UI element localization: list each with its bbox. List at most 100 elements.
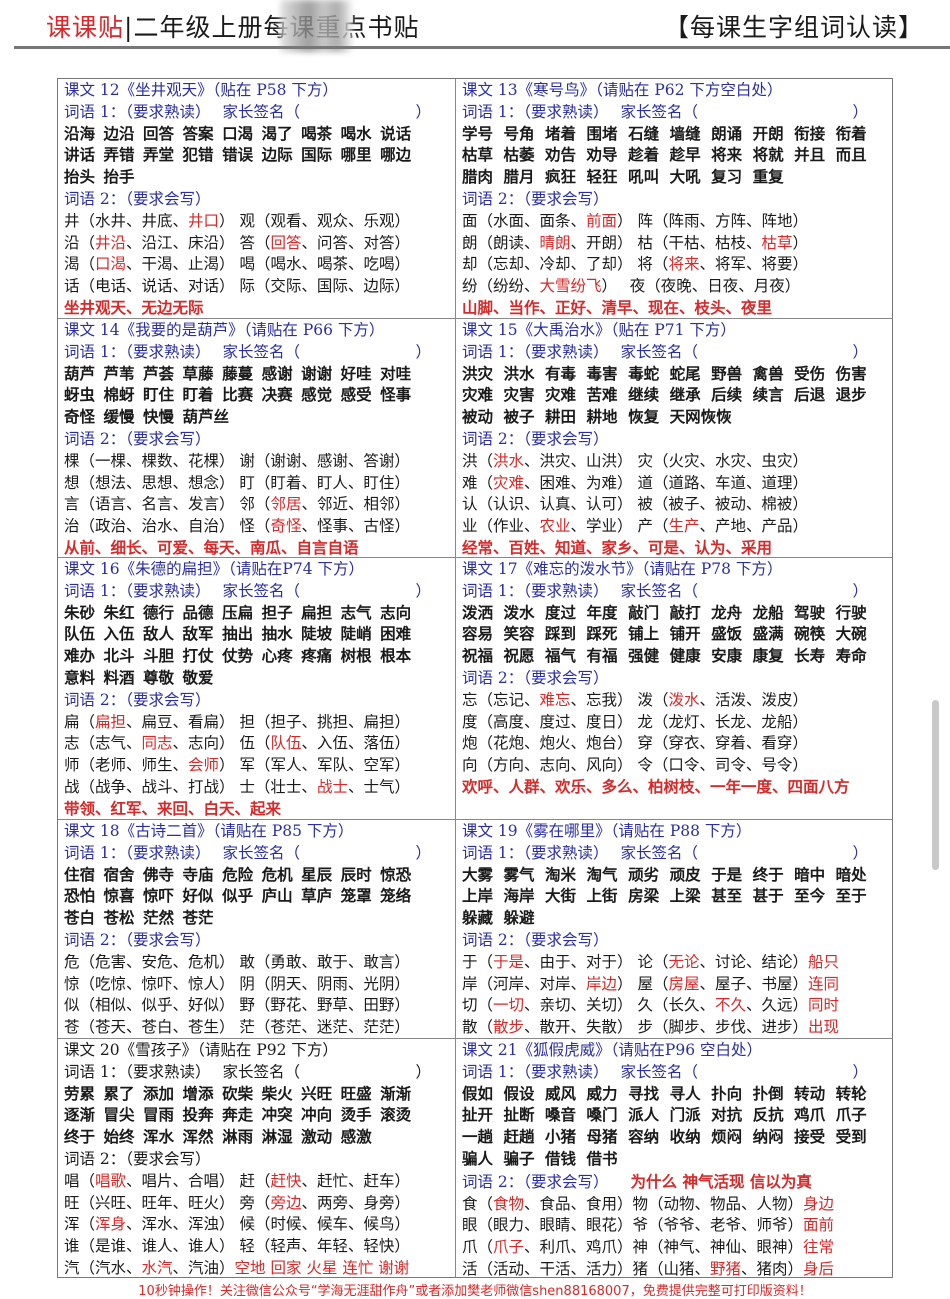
highlighted-word: 晴朗	[539, 233, 571, 252]
parent-signature-label: 家长签名（	[222, 843, 301, 862]
char-group-text: 洪（	[462, 451, 494, 470]
char-group-text: 忘（忘记、	[462, 690, 540, 709]
word: 冒尖	[103, 1106, 135, 1125]
vocab2-header: 词语 2：（要求会写）	[462, 429, 886, 451]
parent-signature-field[interactable]: ）	[415, 102, 431, 121]
word: 决赛	[261, 386, 293, 405]
scrollbar[interactable]	[932, 700, 939, 870]
char-group-text: 渴（	[64, 255, 96, 274]
vocab1-header: 词语 1：（要求熟读） 家长签名（ ）	[64, 102, 449, 124]
word: 浑水	[143, 1128, 175, 1147]
char-group-row: 业（作业、农业、学业） 产（生产、产地、产品）	[462, 516, 886, 538]
word: 鸡爪	[794, 1106, 826, 1125]
char-group-text: 岸（河岸、对岸、	[462, 974, 587, 993]
lesson-title: 课文 13《寒号鸟》（请贴在 P62 下方空白处）	[462, 81, 783, 99]
parent-signature-field[interactable]: ）	[415, 1062, 431, 1081]
word-list: 葫芦 芦苇 芦荟 草藤 藤蔓 感谢 谢谢 好哇 对哇 蚜虫 棉蚜 盯住 盯着 比赛 决赛 感觉 感受 怪事 奇怪 缓慢…	[64, 364, 449, 429]
word: 枯萎	[503, 146, 535, 165]
lesson-cell: 课文 19《雾在哪里》（请贴在 P88 下方） 词语 1：（要求熟读） 家长签名（ ）…	[456, 820, 892, 1039]
char-group-text: 眼（眼力、眼睛、眼花）爷（爷爷、老爷、师爷）	[462, 1216, 804, 1235]
char-group-row: 难（灾难、困难、为难） 道（道路、车道、道理）	[462, 473, 886, 495]
char-group-text: 言（语言、名言、发言） 邻（	[64, 495, 271, 514]
parent-signature-field[interactable]: ）	[415, 342, 431, 361]
char-group-text: 、散开、失散） 步（脚步、步伐、进步）	[524, 1018, 808, 1037]
word-list: 洪灾 洪水 有毒 毒害 毒蛇 蛇尾 野兽 禽兽 受伤 伤害 灾难 灾害 灾难 苦难 继续 继承 后续 续言 后退 退步…	[462, 364, 886, 429]
char-group-text: 认（认识、认真、认可） 被（被子、被动、棉被）	[462, 495, 808, 514]
highlighted-word: 唱歌	[95, 1171, 127, 1190]
vocab2-label: 词语 2：（要求会写）	[64, 429, 211, 448]
char-group-row: 食（食物、食品、食用）物（动物、物品、人物）身边	[462, 1194, 886, 1216]
word: 兴旺	[301, 1084, 333, 1103]
char-group-text: 棵（一棵、棵数、花棵） 谢（谢谢、感谢、答谢）	[64, 451, 410, 470]
highlighted-word: 回答	[270, 233, 302, 252]
parent-signature-field[interactable]: ）	[852, 843, 868, 862]
highlighted-word: 连同	[808, 974, 840, 993]
lesson-title: 课文 19《雾在哪里》（请贴在 P88 下方）	[462, 822, 752, 840]
word: 比赛	[222, 386, 254, 405]
word: 芦苇	[103, 364, 135, 383]
word: 冲突	[261, 1106, 293, 1125]
char-group-text: 、困难、为难） 道（道路、车道、道理）	[524, 473, 808, 492]
parent-signature-field[interactable]: ）	[852, 581, 868, 600]
parent-signature-field[interactable]: ）	[415, 843, 431, 862]
lesson-cell: 课文 15《大禹治水》（贴在 P71 下方） 词语 1：（要求熟读） 家长签名（ ） 洪…	[456, 319, 892, 558]
char-group-row: 言（语言、名言、发言） 邻（邻居、邻近、相邻）	[64, 494, 449, 516]
word: 盯住	[143, 386, 175, 405]
word: 草藤	[182, 364, 214, 383]
vocab2-header: 词语 2：（要求会写）	[462, 668, 886, 690]
doc-title: |二年级上册每课重点书贴	[124, 13, 420, 42]
word: 庐山	[261, 887, 293, 906]
highlighted-word: 奇怪	[270, 517, 302, 536]
key-words-line: 山脚、当作、正好、清早、现在、枝头、夜里	[462, 298, 773, 317]
word: 枯草	[462, 146, 494, 165]
lesson-cell: 课文 18《古诗二首》（请贴在 P85 下方） 词语 1：（要求熟读） 家长签名（ ）…	[58, 820, 456, 1039]
word: 德行	[143, 603, 175, 622]
word: 烫手	[340, 1106, 372, 1125]
word: 说话	[380, 124, 412, 143]
word: 犯错	[182, 146, 214, 165]
parent-signature-label: 家长签名（	[222, 342, 301, 361]
char-group-row: 志（志气、同志、志向） 伍（队伍、入伍、落伍）	[64, 733, 449, 755]
word: 祝愿	[503, 647, 535, 666]
highlighted-word: 井口	[188, 211, 220, 230]
word: 边际	[261, 146, 293, 165]
word: 至于	[835, 887, 867, 906]
word: 天网恢恢	[669, 408, 732, 427]
word: 喝水	[340, 124, 372, 143]
lesson-cell: 课文 14《我要的是葫芦》（请贴在 P66 下方） 词语 1：（要求熟读） 家长签名…	[58, 319, 456, 558]
word: 苦难	[586, 386, 618, 405]
parent-signature-field[interactable]: ）	[852, 342, 868, 361]
parent-signature-field[interactable]: ）	[415, 581, 431, 600]
char-group-text: 、猪肉）	[741, 1259, 804, 1277]
lesson-grid: 课文 12《坐井观天》（贴在 P58 下方） 词语 1：（要求熟读） 家长签名（ ） 沿…	[57, 78, 893, 1278]
vocab2-header: 词语 2：（要求会写）	[64, 690, 449, 712]
char-group-text: 、赶忙、赶车）	[301, 1171, 410, 1190]
parent-signature-field[interactable]: ）	[852, 1062, 868, 1081]
word: 甚于	[752, 887, 784, 906]
word: 野兽	[711, 364, 743, 383]
word: 笑容	[503, 625, 535, 644]
word: 假设	[503, 1084, 535, 1103]
word: 劝告	[545, 146, 577, 165]
vocab2-label: 词语 2：（要求会写）	[64, 930, 211, 949]
word: 轻狂	[586, 168, 618, 187]
key-words-line: 经常、百姓、知道、家乡、可是、认为、采用	[462, 538, 773, 557]
highlighted-word: 浑身	[95, 1215, 127, 1234]
char-group-text: 似（相似、似乎、好似） 野（野花、野草、田野）	[64, 996, 410, 1015]
char-group-text: 度（高度、度过、度日） 龙（龙灯、长龙、龙船）	[462, 712, 808, 731]
word: 转动	[794, 1084, 826, 1103]
word: 朗诵	[711, 124, 743, 143]
char-group-text: 、亲切、关切） 久（长久、	[524, 996, 715, 1015]
char-group-row: 战（战争、战斗、打战） 士（壮士、战士、士气）	[64, 777, 449, 799]
highlighted-word: 队伍	[270, 734, 302, 753]
lesson-cell: 课文 12《坐井观天》（贴在 P58 下方） 词语 1：（要求熟读） 家长签名（ ） 沿…	[58, 79, 456, 319]
word-list: 劳累 累了 添加 增添 砍柴 柴火 兴旺 旺盛 渐渐 逐渐 冒尖 冒雨 投奔 奔走 冲突 冲向 烫手 滚烫 终于 始终…	[64, 1084, 449, 1149]
word: 葫芦	[64, 364, 96, 383]
vocab1-label: 词语 1：（要求熟读）	[64, 342, 211, 361]
highlighted-word: 旁边	[270, 1193, 302, 1212]
word: 错误	[222, 146, 254, 165]
parent-signature-field[interactable]: ）	[852, 102, 868, 121]
word: 惊吓	[143, 887, 175, 906]
char-group-text: ） 观（观看、观众、乐观）	[219, 211, 410, 230]
char-group-row: 井（水井、井底、井口） 观（观看、观众、乐观）	[64, 211, 449, 233]
